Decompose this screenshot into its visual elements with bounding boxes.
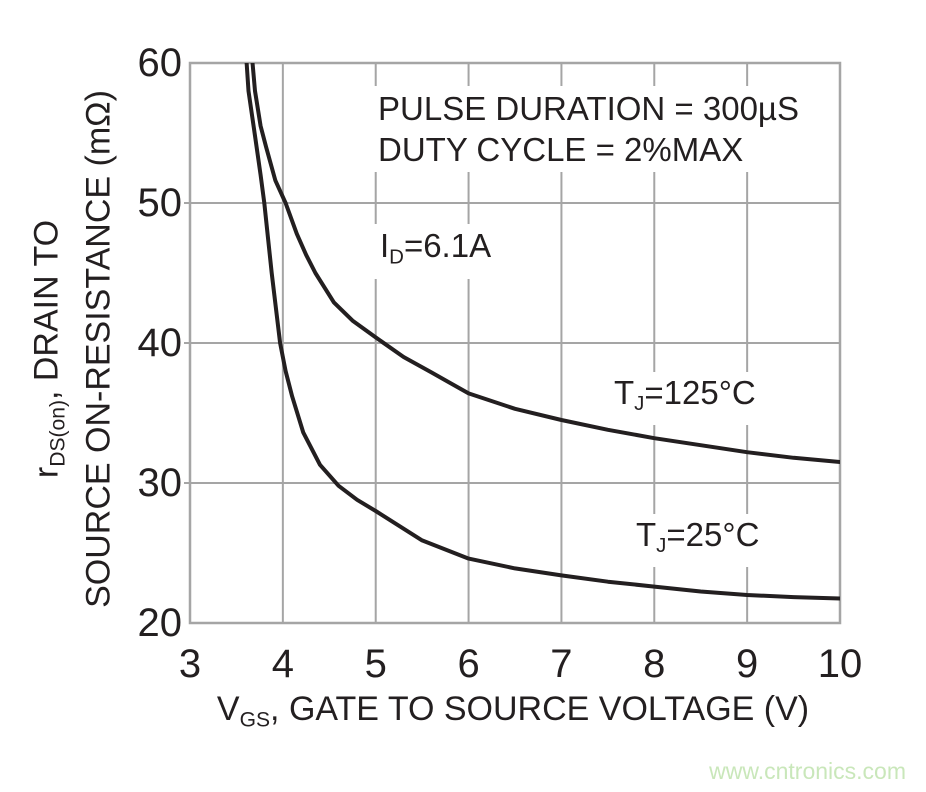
curve-label-tj125: TJ=125°C — [604, 372, 766, 426]
y-tick-label: 60 — [137, 41, 183, 85]
x-tick-label: 5 — [364, 642, 387, 686]
tj125-symbol: T — [614, 374, 635, 411]
x-tick-label: 7 — [550, 642, 573, 686]
annotation-drain-current: ID=6.1A — [372, 224, 500, 280]
x-tick-label: 6 — [457, 642, 480, 686]
y-axis-text-1: , DRAIN TO — [27, 219, 66, 401]
x-tick-label: 8 — [643, 642, 666, 686]
x-axis-symbol: V — [216, 690, 240, 728]
y-axis-subscript: DS(on) — [46, 400, 70, 467]
x-axis-subscript: GS — [239, 708, 271, 732]
curve-label-tj25: TJ=25°C — [626, 514, 770, 568]
x-axis-text: , GATE TO SOURCE VOLTAGE (V) — [270, 690, 810, 728]
annotation-pulse-duration: PULSE DURATION = 300µS — [378, 90, 799, 127]
watermark-text: www.cntronics.com — [709, 757, 906, 784]
x-axis-title: VGS, GATE TO SOURCE VOLTAGE (V) — [217, 689, 809, 740]
plot-border — [188, 61, 842, 625]
x-tick-label: 4 — [271, 642, 294, 686]
drain-current-symbol: I — [380, 227, 390, 264]
y-tick-label: 30 — [137, 461, 183, 505]
annotation-duty-cycle: DUTY CYCLE = 2%MAX — [378, 131, 744, 168]
tj25-subscript: J — [656, 534, 667, 558]
x-tick-label: 10 — [817, 642, 863, 686]
tj125-value: =125°C — [644, 374, 756, 411]
curve-TJ=125C — [250, 63, 840, 464]
tj25-symbol: T — [636, 516, 657, 553]
drain-current-value: =6.1A — [403, 227, 492, 264]
y-tick-label: 40 — [137, 321, 183, 365]
y-tick-label: 20 — [137, 601, 183, 645]
drain-current-subscript: D — [389, 245, 404, 269]
y-tick-label: 50 — [137, 181, 183, 225]
tj125-subscript: J — [634, 392, 645, 416]
x-tick-label: 9 — [736, 642, 759, 686]
curve-TJ=25C — [244, 63, 840, 601]
tj25-value: =25°C — [666, 516, 760, 553]
x-tick-label: 3 — [178, 642, 202, 686]
annotation-block: PULSE DURATION = 300µS DUTY CYCLE = 2%MA… — [372, 86, 805, 172]
